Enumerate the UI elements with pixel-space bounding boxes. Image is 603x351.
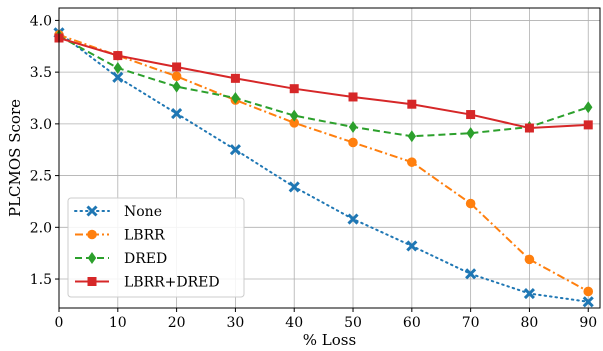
series-line xyxy=(58,33,589,293)
series-dred xyxy=(54,29,593,143)
data-point xyxy=(288,181,300,193)
series-line xyxy=(58,35,589,138)
data-point xyxy=(584,101,593,114)
data-point xyxy=(347,213,359,225)
data-point xyxy=(289,84,299,94)
data-point xyxy=(113,62,123,74)
data-point xyxy=(172,80,181,93)
data-point xyxy=(406,240,418,252)
x-tick-label: 20 xyxy=(168,315,186,331)
data-point xyxy=(583,120,593,130)
data-point xyxy=(465,268,477,280)
data-point xyxy=(171,107,183,120)
x-tick-label: 0 xyxy=(55,315,64,331)
data-point xyxy=(172,62,182,72)
y-tick-label: 3.5 xyxy=(30,65,52,81)
data-point xyxy=(112,71,124,83)
legend-marker xyxy=(87,229,97,240)
x-tick-label: 90 xyxy=(579,315,597,331)
legend-label: DRED xyxy=(124,251,167,267)
data-point xyxy=(229,144,241,156)
x-tick-label: 80 xyxy=(521,315,539,331)
y-tick-label: 1.5 xyxy=(30,272,52,288)
data-point xyxy=(348,120,358,133)
plot-frame xyxy=(58,7,601,309)
data-point xyxy=(407,130,417,143)
legend-item: LBRR+DRED xyxy=(75,275,220,291)
data-point xyxy=(524,254,535,265)
legend: None LBRR DRED LBRR+DRED xyxy=(67,197,245,298)
y-tick-label: 4.0 xyxy=(30,13,52,29)
data-point xyxy=(583,286,594,297)
legend-marker xyxy=(87,277,97,286)
series-line xyxy=(58,31,590,303)
data-point xyxy=(465,198,476,209)
x-axis-label: % Loss xyxy=(303,331,356,349)
legend-label: LBRR xyxy=(124,228,165,244)
data-point xyxy=(582,296,594,308)
data-point xyxy=(113,51,123,61)
data-point xyxy=(466,110,476,120)
data-point xyxy=(171,71,182,82)
data-point xyxy=(289,118,300,128)
x-tick-label: 70 xyxy=(462,315,480,331)
y-axis-label: PLCMOS Score xyxy=(6,99,24,217)
legend-label: None xyxy=(124,204,162,220)
legend-marker xyxy=(86,205,98,217)
data-point xyxy=(523,287,535,300)
legend-item: None xyxy=(74,204,162,220)
data-point xyxy=(524,123,534,133)
y-tick-label: 2.0 xyxy=(30,220,52,236)
x-tick-label: 10 xyxy=(109,315,127,331)
legend-label: LBRR+DRED xyxy=(124,275,220,291)
y-tick-label: 3.0 xyxy=(30,117,52,133)
axis-ticks: 0 10 20 30 40 50 60 70 80 90 1.5 2.0 2.5 3.0 3.5 4.0 xyxy=(30,13,597,331)
data-point xyxy=(230,73,240,83)
data-point xyxy=(407,99,417,109)
x-tick-label: 30 xyxy=(226,315,244,331)
data-point xyxy=(407,157,417,167)
data-point xyxy=(348,92,358,102)
data-point xyxy=(231,92,240,104)
data-point xyxy=(466,127,475,140)
series-group xyxy=(53,27,594,308)
legend-marker xyxy=(87,252,97,264)
legend-item: LBRR xyxy=(75,228,165,244)
x-tick-label: 50 xyxy=(344,315,362,331)
data-point xyxy=(290,109,299,122)
legend-item: DRED xyxy=(75,251,167,267)
x-tick-label: 40 xyxy=(285,315,303,331)
y-tick-label: 2.5 xyxy=(30,169,52,185)
series-lbrr-dred xyxy=(54,33,593,133)
x-tick-label: 60 xyxy=(403,315,421,331)
data-point xyxy=(348,137,358,148)
series-line xyxy=(58,37,589,130)
legend-box xyxy=(67,197,245,298)
